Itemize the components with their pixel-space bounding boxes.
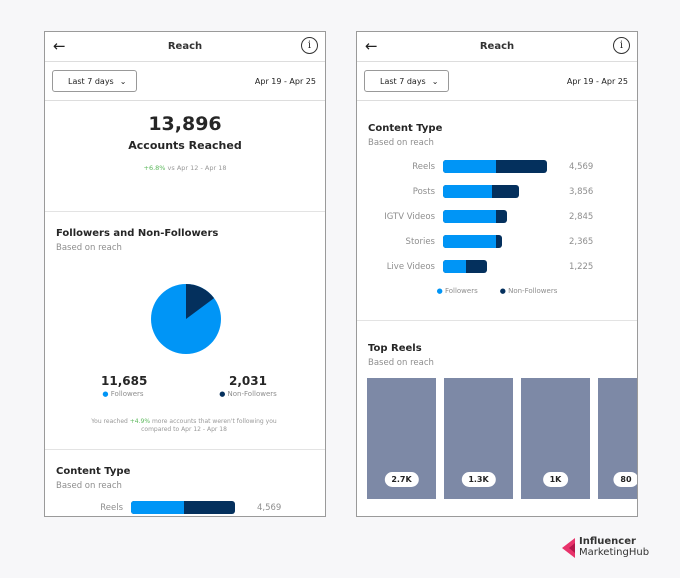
content-label: Live Videos: [386, 261, 435, 272]
top-reels-title: Top Reels: [368, 343, 422, 354]
content-row: Posts 3,856: [357, 179, 626, 204]
content-type-section: Content Type Based on reach Reels 4,569 Po…: [357, 101, 637, 321]
content-value: 3,856: [569, 186, 594, 197]
period-label: Last 7 days: [68, 76, 114, 86]
content-bar-followers: [443, 235, 497, 248]
content-type-subtitle: Based on reach: [56, 481, 122, 491]
content-type-bar-chart: Reels 4,569 Posts 3,856 IGTV Videos 2,845 Stor…: [357, 154, 626, 279]
legend-non-followers: ● Non-Followers: [499, 287, 558, 295]
chevron-down-icon: ⌄: [431, 76, 439, 86]
content-bar-followers: [443, 260, 466, 273]
content-row: Reels 4,569: [357, 154, 626, 179]
reel-thumbnail[interactable]: 2.7K: [367, 378, 436, 499]
chart-legend: ● Followers ● Non-Followers: [368, 287, 626, 295]
content-label: IGTV Videos: [384, 211, 435, 222]
period-dropdown[interactable]: Last 7 days ⌄: [52, 70, 138, 92]
content-value: 1,225: [569, 261, 594, 272]
left-phone-screen: ← Reach i Last 7 days ⌄ Apr 19 - Apr 25 1…: [44, 31, 326, 517]
content-value: 2,845: [569, 211, 594, 222]
content-row: IGTV Videos 2,845: [357, 204, 626, 229]
reel-thumbnail[interactable]: 1K: [521, 378, 590, 499]
content-bar: [443, 210, 508, 223]
filter-bar: Last 7 days ⌄ Apr 19 - Apr 25: [45, 62, 325, 101]
top-reels-section: Top Reels Based on reach 2.7K 1.3K 1K 80: [357, 321, 637, 499]
content-type-subtitle: Based on reach: [368, 138, 434, 148]
header: ← Reach i: [45, 32, 325, 62]
content-type-title: Content Type: [368, 123, 443, 134]
content-bar-followers: [443, 210, 496, 223]
page-title: Reach: [167, 41, 203, 52]
period-dropdown[interactable]: Last 7 days ⌄: [364, 70, 450, 92]
followers-title: Followers and Non-Followers: [56, 228, 219, 239]
followers-subtitle: Based on reach: [56, 243, 122, 253]
non-followers-stat: 2,031 ● Non-Followers: [219, 374, 277, 398]
page-title: Reach: [479, 41, 515, 52]
followers-note: You reached +4.9% more accounts that wer…: [91, 418, 277, 434]
brand-logo-icon: [562, 537, 575, 558]
date-range: Apr 19 - Apr 25: [566, 76, 628, 86]
content-bar: [443, 235, 503, 248]
content-label: Stories: [405, 236, 435, 247]
content-value: 2,365: [569, 236, 594, 247]
content-bar: [443, 260, 487, 273]
content-bar-followers: [443, 185, 492, 198]
legend-followers: ● Followers: [436, 287, 478, 295]
content-type-section-partial: Content Type Based on reach Reels 4,569: [45, 450, 325, 516]
content-bar: [443, 185, 519, 198]
info-icon[interactable]: i: [301, 37, 318, 54]
content-value: 4,569: [569, 161, 594, 172]
info-icon[interactable]: i: [613, 37, 630, 54]
brand-logo: Influencer MarketingHub: [562, 536, 650, 558]
back-arrow-icon[interactable]: ←: [53, 37, 66, 55]
reel-thumbnail[interactable]: 1.3K: [444, 378, 513, 499]
total-reach: 13,896: [148, 113, 222, 135]
date-range: Apr 19 - Apr 25: [254, 76, 316, 86]
followers-stat: 11,685 ● Followers: [101, 374, 148, 398]
reel-thumbnail[interactable]: 80: [598, 378, 637, 499]
reach-change: +6.8% vs Apr 12 - Apr 18: [143, 164, 227, 172]
top-reels-subtitle: Based on reach: [368, 358, 434, 368]
content-label: Reels: [412, 161, 435, 172]
content-row: Stories 2,365: [357, 229, 626, 254]
back-arrow-icon[interactable]: ←: [365, 37, 378, 55]
reels-carousel: 2.7K 1.3K 1K 80: [367, 378, 637, 499]
followers-section: Followers and Non-Followers Based on rea…: [45, 212, 325, 450]
content-bar: [443, 160, 547, 173]
header: ← Reach i: [357, 32, 637, 62]
followers-pie-chart: [151, 284, 221, 354]
brand-line1: Influencer: [579, 536, 636, 547]
right-phone-screen: ← Reach i Last 7 days ⌄ Apr 19 - Apr 25 C…: [356, 31, 638, 517]
content-bar-followers: [443, 160, 497, 173]
content-type-title: Content Type: [56, 466, 131, 477]
content-label: Posts: [412, 186, 435, 197]
period-label: Last 7 days: [380, 76, 426, 86]
content-bar: [131, 501, 235, 514]
content-row: Reels 4,569: [100, 501, 282, 514]
filter-bar: Last 7 days ⌄ Apr 19 - Apr 25: [357, 62, 637, 101]
reach-label: Accounts Reached: [128, 139, 242, 152]
chevron-down-icon: ⌄: [119, 76, 127, 86]
brand-line2: MarketingHub: [579, 546, 650, 558]
pie-slice-non-followers: [186, 284, 215, 319]
content-row: Live Videos 1,225: [357, 254, 626, 279]
reach-summary: 13,896 Accounts Reached +6.8% vs Apr 12 …: [45, 101, 325, 212]
